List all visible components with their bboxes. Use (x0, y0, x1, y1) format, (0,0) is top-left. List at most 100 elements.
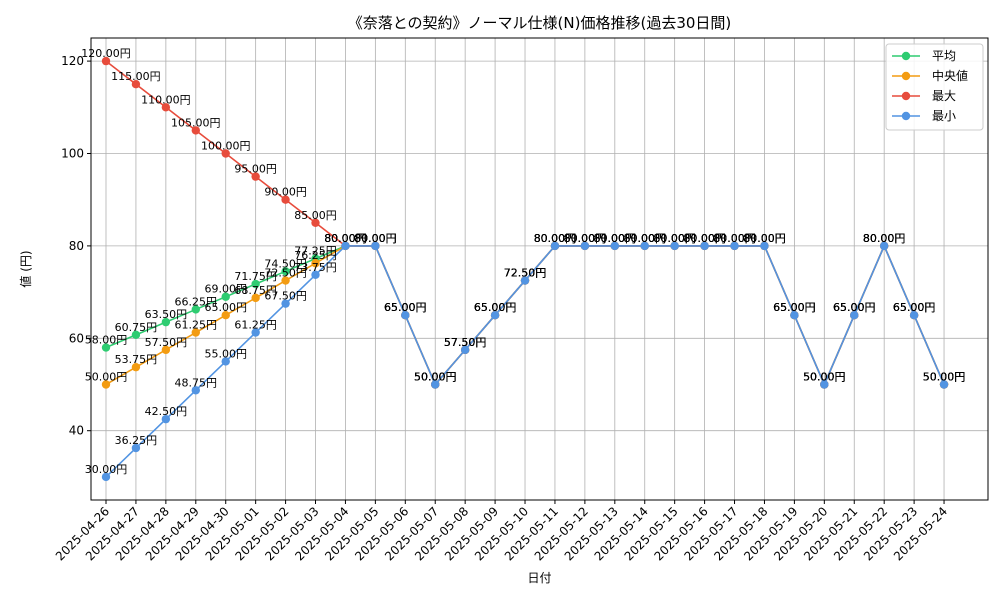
data-point (221, 149, 230, 158)
data-label: 90.00円 (264, 186, 307, 199)
x-axis-title: 日付 (527, 571, 551, 585)
data-label: 50.00円 (803, 371, 846, 384)
data-point (281, 195, 290, 204)
data-point (131, 330, 141, 340)
data-label: 61.25円 (175, 319, 218, 332)
data-point (101, 472, 111, 482)
data-point (610, 241, 620, 251)
data-label: 67.50円 (264, 290, 307, 303)
data-label: 57.50円 (444, 336, 487, 349)
data-point (730, 241, 739, 251)
data-label: 80.00円 (564, 232, 607, 245)
data-label: 65.00円 (773, 301, 816, 314)
data-label: 80.00円 (594, 232, 637, 245)
data-label: 80.00円 (354, 232, 397, 245)
data-label: 80.00円 (863, 232, 906, 245)
data-point (281, 299, 290, 308)
data-point (221, 311, 230, 320)
data-label: 80.00円 (534, 232, 577, 245)
data-point (161, 414, 171, 424)
data-label: 58.00円 (85, 334, 128, 347)
data-label: 48.75円 (175, 376, 218, 389)
data-label: 80.00円 (743, 232, 786, 245)
data-label: 76.25円 (294, 249, 337, 262)
data-label: 50.00円 (414, 371, 457, 384)
data-point (760, 241, 769, 251)
data-label: 50.00円 (414, 371, 457, 384)
data-label: 65.00円 (204, 301, 247, 314)
data-label: 80.00円 (653, 232, 696, 245)
data-label: 65.00円 (893, 301, 936, 314)
data-label: 105.00円 (171, 116, 221, 129)
data-label: 72.50円 (504, 267, 547, 280)
data-label: 80.00円 (683, 232, 726, 245)
data-label: 80.00円 (534, 232, 577, 245)
y-tick-label: 120 (61, 54, 84, 68)
data-label: 50.00円 (923, 371, 966, 384)
data-label: 72.50円 (504, 267, 547, 280)
plot-frame (90, 37, 989, 501)
data-label: 74.50円 (264, 257, 307, 270)
data-label: 65.00円 (893, 301, 936, 314)
legend-marker (901, 111, 911, 121)
data-label: 65.00円 (384, 301, 427, 314)
data-label: 65.00円 (833, 301, 876, 314)
data-label: 80.00円 (324, 232, 367, 245)
data-label: 42.50円 (145, 405, 188, 418)
data-label: 80.00円 (743, 232, 786, 245)
data-label: 65.00円 (474, 301, 517, 314)
data-label: 100.00円 (201, 140, 251, 153)
data-label: 66.25円 (175, 295, 218, 308)
data-point (460, 345, 470, 355)
data-label: 85.00円 (294, 209, 337, 222)
data-point (131, 80, 141, 89)
data-point (161, 103, 171, 112)
data-point (191, 386, 200, 395)
data-point (371, 241, 380, 251)
data-label: 61.25円 (234, 319, 277, 332)
data-label: 80.00円 (324, 232, 367, 245)
data-point (251, 293, 260, 303)
data-label: 50.00円 (803, 371, 846, 384)
data-label: 80.00円 (743, 232, 786, 245)
data-label: 77.25円 (294, 245, 337, 258)
data-point (431, 380, 440, 389)
data-point (341, 241, 350, 251)
data-label: 80.00円 (653, 232, 696, 245)
data-label: 80.00円 (623, 232, 666, 245)
data-point (790, 311, 799, 320)
data-label: 80.00円 (534, 232, 577, 245)
data-label: 65.00円 (384, 301, 427, 314)
data-label: 50.00円 (414, 371, 457, 384)
data-point (550, 241, 560, 251)
data-label: 65.00円 (833, 301, 876, 314)
legend-marker (901, 91, 911, 101)
data-label: 65.00円 (773, 301, 816, 314)
data-label: 65.00円 (384, 301, 427, 314)
data-point (311, 218, 320, 227)
data-label: 65.00円 (474, 301, 517, 314)
data-point (281, 276, 290, 285)
data-label: 71.75円 (234, 270, 277, 283)
data-label: 80.00円 (743, 232, 786, 245)
data-label: 80.00円 (713, 232, 756, 245)
data-label: 80.00円 (863, 232, 906, 245)
legend-label: 中央値 (932, 68, 968, 83)
data-label: 68.75円 (234, 284, 277, 297)
legend-marker (901, 71, 911, 81)
data-label: 57.50円 (444, 336, 487, 349)
data-point (251, 279, 260, 289)
data-label: 50.00円 (803, 371, 846, 384)
data-label: 80.00円 (683, 232, 726, 245)
y-tick-label: 100 (61, 147, 84, 161)
data-label: 65.00円 (773, 301, 816, 314)
data-point (401, 311, 410, 320)
data-label: 80.00円 (594, 232, 637, 245)
legend-label: 平均 (932, 49, 956, 63)
data-label: 80.00円 (683, 232, 726, 245)
chart-title: 《奈落との契約》ノーマル仕様(N)価格推移(過去30日間) (348, 14, 732, 32)
y-tick-label: 40 (69, 424, 84, 438)
data-label: 50.00円 (923, 371, 966, 384)
data-label: 80.00円 (324, 232, 367, 245)
